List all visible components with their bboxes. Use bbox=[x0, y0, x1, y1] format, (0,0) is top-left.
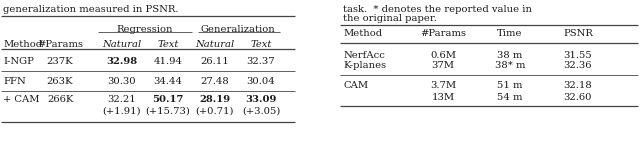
Text: #Params: #Params bbox=[37, 40, 83, 49]
Text: generalization measured in PSNR.: generalization measured in PSNR. bbox=[3, 5, 179, 14]
Text: 27.48: 27.48 bbox=[200, 78, 229, 87]
Text: 32.18: 32.18 bbox=[564, 82, 593, 91]
Text: Method: Method bbox=[343, 29, 382, 38]
Text: 0.6M: 0.6M bbox=[430, 50, 456, 59]
Text: Natural: Natural bbox=[195, 40, 235, 49]
Text: 38 m: 38 m bbox=[497, 50, 523, 59]
Text: 37M: 37M bbox=[431, 61, 454, 70]
Text: 50.17: 50.17 bbox=[152, 96, 184, 105]
Text: (+15.73): (+15.73) bbox=[145, 107, 191, 116]
Text: Text: Text bbox=[250, 40, 272, 49]
Text: I-NGP: I-NGP bbox=[3, 56, 34, 65]
Text: Regression: Regression bbox=[116, 25, 173, 34]
Text: 54 m: 54 m bbox=[497, 93, 523, 102]
Text: NerfAcc: NerfAcc bbox=[343, 50, 385, 59]
Text: 32.98: 32.98 bbox=[106, 56, 138, 65]
Text: FFN: FFN bbox=[3, 78, 26, 87]
Text: Natural: Natural bbox=[102, 40, 141, 49]
Text: 30.04: 30.04 bbox=[246, 78, 275, 87]
Text: task.  * denotes the reported value in: task. * denotes the reported value in bbox=[343, 5, 532, 14]
Text: Time: Time bbox=[497, 29, 523, 38]
Text: 41.94: 41.94 bbox=[154, 56, 182, 65]
Text: (+1.91): (+1.91) bbox=[102, 107, 141, 116]
Text: 32.37: 32.37 bbox=[246, 56, 275, 65]
Text: 237K: 237K bbox=[47, 56, 74, 65]
Text: 13M: 13M bbox=[431, 93, 454, 102]
Text: Generalization: Generalization bbox=[200, 25, 275, 34]
Text: 38* m: 38* m bbox=[495, 61, 525, 70]
Text: (+3.05): (+3.05) bbox=[242, 107, 280, 116]
Text: 26.11: 26.11 bbox=[200, 56, 229, 65]
Text: 30.30: 30.30 bbox=[108, 78, 136, 87]
Text: + CAM: + CAM bbox=[3, 96, 40, 105]
Text: 266K: 266K bbox=[47, 96, 73, 105]
Text: 34.44: 34.44 bbox=[154, 78, 182, 87]
Text: 32.21: 32.21 bbox=[108, 96, 136, 105]
Text: K-planes: K-planes bbox=[343, 61, 386, 70]
Text: 3.7M: 3.7M bbox=[430, 82, 456, 91]
Text: PSNR: PSNR bbox=[563, 29, 593, 38]
Text: 32.60: 32.60 bbox=[564, 93, 592, 102]
Text: Method: Method bbox=[3, 40, 42, 49]
Text: 28.19: 28.19 bbox=[200, 96, 230, 105]
Text: Text: Text bbox=[157, 40, 179, 49]
Text: the original paper.: the original paper. bbox=[343, 14, 436, 23]
Text: 32.36: 32.36 bbox=[564, 61, 592, 70]
Text: 263K: 263K bbox=[47, 78, 73, 87]
Text: CAM: CAM bbox=[343, 82, 368, 91]
Text: #Params: #Params bbox=[420, 29, 466, 38]
Text: (+0.71): (+0.71) bbox=[196, 107, 234, 116]
Text: 31.55: 31.55 bbox=[564, 50, 593, 59]
Text: 51 m: 51 m bbox=[497, 82, 523, 91]
Text: 33.09: 33.09 bbox=[245, 96, 276, 105]
